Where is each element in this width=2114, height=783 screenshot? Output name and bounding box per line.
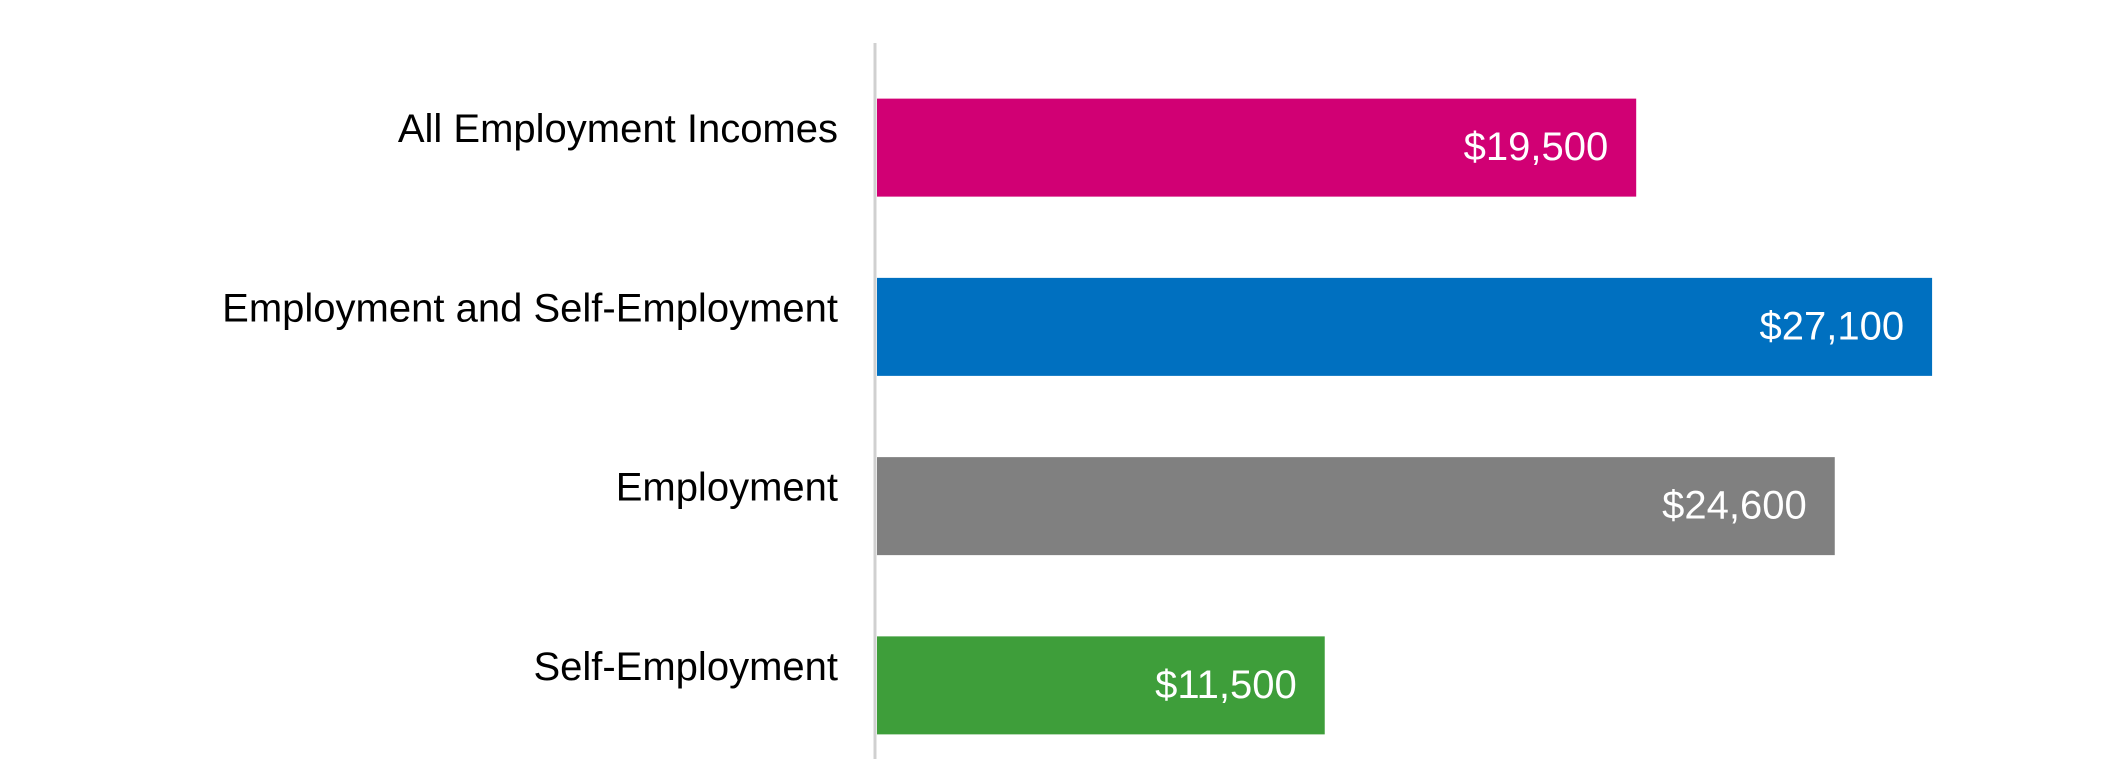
bar — [877, 98, 1637, 197]
category-label: Employment — [616, 466, 838, 510]
bar — [877, 636, 1325, 735]
category-label: Employment and Self-Employment — [222, 286, 838, 330]
value-label: $24,600 — [1662, 484, 1807, 528]
category-label: All Employment Incomes — [398, 107, 838, 151]
value-label: $19,500 — [1464, 125, 1609, 169]
bar — [877, 457, 1835, 556]
value-label: $11,500 — [1155, 663, 1297, 707]
bar — [877, 277, 1933, 376]
value-label: $27,100 — [1759, 304, 1904, 348]
category-label: Self-Employment — [533, 645, 838, 689]
